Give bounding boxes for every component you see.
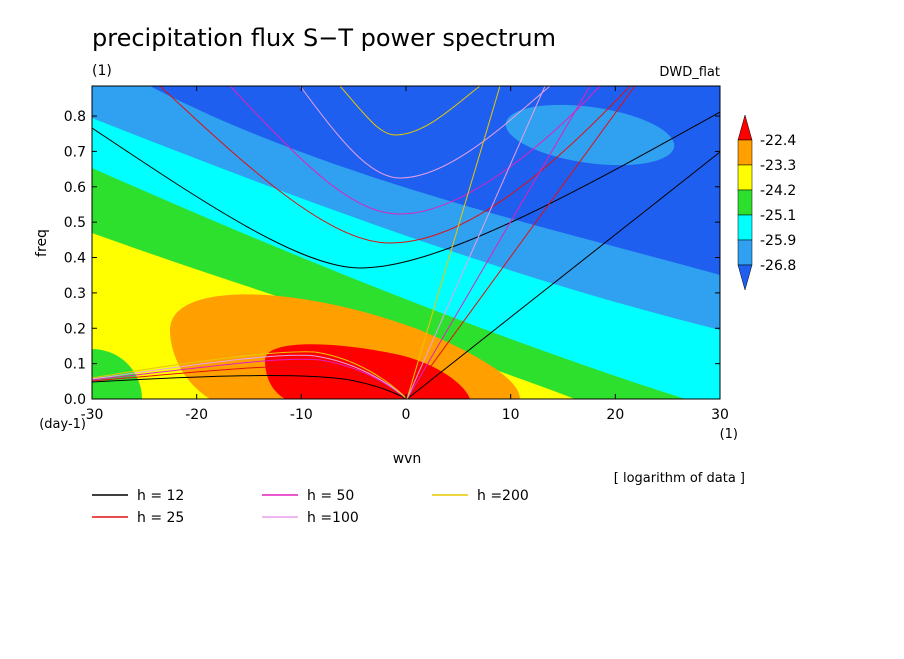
curve <box>92 358 408 399</box>
x-tick-label: 10 <box>502 407 520 423</box>
y-tick-label: 0.7 <box>64 144 86 160</box>
x-tick-label: -30 <box>81 407 104 423</box>
colorbar-label: -26.8 <box>760 258 796 274</box>
curve <box>406 86 546 399</box>
colorbar-label: -22.4 <box>760 133 796 149</box>
colorbar-cell <box>737 139 753 166</box>
y-tick-label: 0.4 <box>64 251 86 267</box>
curve <box>406 151 720 399</box>
curve <box>406 86 591 399</box>
colorbar-label: -25.1 <box>760 208 796 224</box>
contour-band <box>265 344 470 399</box>
y-axis-label: freq <box>34 229 50 257</box>
y-tick-label: 0.5 <box>64 215 86 231</box>
contour-field <box>92 86 720 399</box>
colorbar-cell <box>737 264 753 291</box>
curve <box>406 86 636 399</box>
curve <box>92 375 408 399</box>
colorbar-label: -24.2 <box>760 183 796 199</box>
colorbar-cell <box>737 189 753 216</box>
legend-label: h = 25 <box>137 510 184 526</box>
y-tick-label: 0.0 <box>64 392 86 408</box>
curve <box>339 86 481 136</box>
colorbar-cell <box>737 164 753 191</box>
y-tick-label: 0.2 <box>64 321 86 337</box>
contour-band <box>505 104 675 166</box>
y-tick-label: 0.6 <box>64 180 86 196</box>
x-axis-unit: (1) <box>720 427 738 442</box>
subtitle: (1) <box>92 63 112 79</box>
x-tick-label: 20 <box>606 407 624 423</box>
x-tick-label: -20 <box>185 407 208 423</box>
legend-label: h = 12 <box>137 488 184 504</box>
curve <box>229 86 601 215</box>
legend-label: h = 50 <box>307 488 354 504</box>
y-tick-label: 0.8 <box>64 109 86 125</box>
colorbar-label: -25.9 <box>760 233 796 249</box>
legend-label: h =200 <box>477 488 529 504</box>
dispersion-curves <box>92 86 720 399</box>
colorbar-label: -23.3 <box>760 158 796 174</box>
colorbar-cell <box>737 214 753 241</box>
note: [ logarithm of data ] <box>614 471 745 486</box>
y-tick-label: 0.1 <box>64 357 86 373</box>
curve <box>92 354 408 399</box>
legend-label: h =100 <box>307 510 359 526</box>
x-tick-label: 0 <box>402 407 411 423</box>
curve <box>406 86 501 399</box>
x-axis-label: wvn <box>393 451 422 467</box>
y-tick-label: 0.3 <box>64 286 86 302</box>
legend: h = 12 h = 25 h = 50 h =100 h =200 <box>92 488 529 526</box>
curve <box>92 351 408 399</box>
colorbar-cell <box>737 239 753 266</box>
x-tick-label: -10 <box>290 407 313 423</box>
curve <box>299 86 551 179</box>
curve <box>92 365 408 399</box>
x-tick-label: 30 <box>711 407 729 423</box>
colorbar: -22.4 -23.3 -24.2 -25.1 -25.9 -26.8 <box>737 114 796 291</box>
y-axis-unit: (day-1) <box>39 417 86 432</box>
chart-title: precipitation flux S−T power spectrum <box>92 24 556 52</box>
curve <box>159 86 631 244</box>
run-label: DWD_flat <box>659 65 720 80</box>
curve <box>92 111 720 269</box>
